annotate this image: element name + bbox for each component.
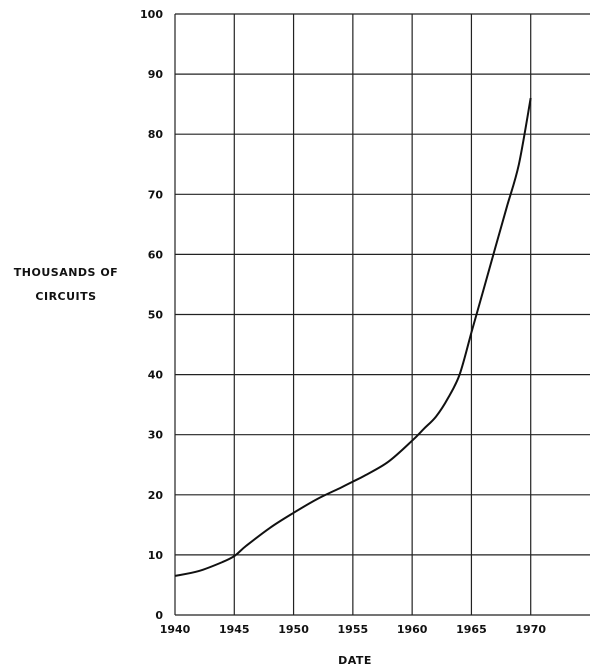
x-tick-label-1950: 1950: [278, 623, 309, 636]
y-tick-label-10: 10: [148, 549, 164, 562]
y-tick-label-40: 40: [148, 369, 164, 382]
y-tick-label-20: 20: [148, 489, 164, 502]
y-tick-label-90: 90: [148, 68, 164, 81]
x-tick-label-1960: 1960: [397, 623, 428, 636]
y-tick-label-100: 100: [140, 8, 163, 21]
x-tick-label-1945: 1945: [219, 623, 250, 636]
x-tick-label-1965: 1965: [456, 623, 487, 636]
grid: [174, 13, 590, 616]
y-axis-title-line-2: CIRCUITS: [35, 290, 96, 303]
y-tick-label-60: 60: [148, 248, 164, 261]
x-tick-label-1970: 1970: [515, 623, 546, 636]
x-tick-labels: 1940 1945 1950 1955 1960 1965 1970: [160, 623, 547, 636]
y-tick-label-80: 80: [148, 128, 164, 141]
x-tick-label-1955: 1955: [338, 623, 369, 636]
x-axis-title: DATE: [338, 654, 372, 667]
y-axis-title-line-1: THOUSANDS OF: [14, 266, 118, 279]
y-tick-label-0: 0: [155, 609, 163, 622]
y-tick-label-50: 50: [148, 309, 164, 322]
y-tick-label-30: 30: [148, 429, 164, 442]
series-line-circuits: [174, 97, 532, 577]
y-tick-labels: 0 10 20 30 40 50 60 70 80 90 100: [140, 8, 163, 622]
y-tick-label-70: 70: [148, 188, 164, 201]
x-tick-label-1940: 1940: [160, 623, 191, 636]
